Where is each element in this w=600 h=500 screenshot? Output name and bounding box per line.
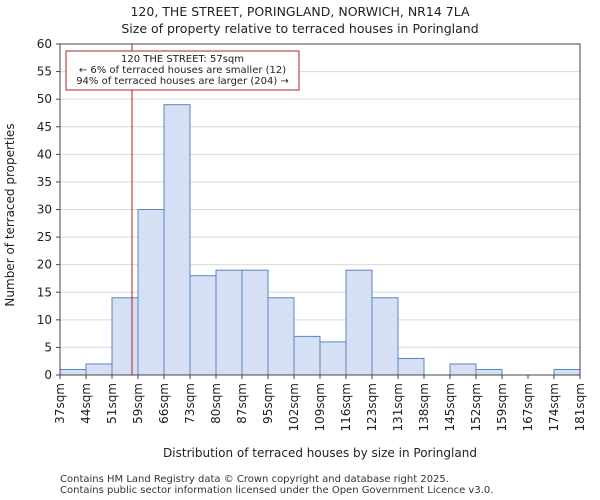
y-tick-label: 30 bbox=[37, 203, 52, 217]
histogram-bar bbox=[397, 357, 425, 376]
x-tick-label: 123sqm bbox=[365, 383, 379, 431]
y-tick-label: 5 bbox=[44, 340, 52, 354]
x-tick-label: 109sqm bbox=[313, 383, 327, 431]
x-axis-label: Distribution of terraced houses by size … bbox=[163, 446, 477, 460]
y-axis-label: Number of terraced properties bbox=[3, 123, 17, 306]
footer-line-2: Contains public sector information licen… bbox=[60, 485, 494, 496]
title-line-2: Size of property relative to terraced ho… bbox=[121, 21, 479, 36]
x-tick-label: 167sqm bbox=[521, 383, 535, 431]
histogram-bar bbox=[553, 368, 581, 376]
x-tick-label: 66sqm bbox=[157, 383, 171, 424]
x-tick-label: 174sqm bbox=[547, 383, 561, 431]
x-tick-label: 159sqm bbox=[495, 383, 509, 431]
marker-layer: 120 THE STREET: 57sqm← 6% of terraced ho… bbox=[65, 44, 300, 375]
y-tick-label: 35 bbox=[37, 175, 52, 189]
histogram-bar bbox=[371, 297, 399, 376]
histogram-bar bbox=[137, 209, 165, 376]
x-tick-label: 51sqm bbox=[105, 383, 119, 424]
x-tick-label: 59sqm bbox=[131, 383, 145, 424]
x-tick-label: 87sqm bbox=[235, 383, 249, 424]
annotation-line: ← 6% of terraced houses are smaller (12) bbox=[79, 65, 286, 76]
x-tick-label: 181sqm bbox=[573, 383, 587, 431]
x-tick-label: 44sqm bbox=[79, 383, 93, 424]
footer: Contains HM Land Registry data © Crown c… bbox=[60, 474, 493, 496]
annotation-line: 94% of terraced houses are larger (204) … bbox=[76, 76, 289, 87]
bars-layer bbox=[59, 43, 581, 376]
x-tick-label: 145sqm bbox=[443, 383, 457, 431]
histogram-bar bbox=[267, 297, 295, 376]
x-tick-label: 152sqm bbox=[469, 383, 483, 431]
y-tick-label: 20 bbox=[37, 258, 52, 272]
histogram-bar bbox=[345, 269, 373, 376]
y-tick-label: 10 bbox=[37, 313, 52, 327]
title-line-1: 120, THE STREET, PORINGLAND, NORWICH, NR… bbox=[130, 4, 470, 19]
x-tick-label: 131sqm bbox=[391, 383, 405, 431]
chart-title: 120, THE STREET, PORINGLAND, NORWICH, NR… bbox=[0, 3, 600, 37]
histogram-bar bbox=[163, 104, 191, 376]
y-tick-label: 55 bbox=[37, 65, 52, 79]
footer-line-1: Contains HM Land Registry data © Crown c… bbox=[60, 474, 449, 485]
y-tick-label: 60 bbox=[37, 37, 52, 51]
axes-layer: 0 5 10 15 20 25 30 35 40 45 50 55 60 37sqm 44sqm 51sqm 5… bbox=[37, 37, 587, 431]
histogram-bar bbox=[475, 368, 503, 376]
histogram-bar bbox=[293, 335, 321, 376]
x-tick-label: 80sqm bbox=[209, 383, 223, 424]
histogram-bar bbox=[189, 275, 217, 376]
x-tick-label: 73sqm bbox=[183, 383, 197, 424]
histogram-bar bbox=[215, 269, 243, 376]
y-tick-label: 0 bbox=[44, 368, 52, 382]
histogram-bar bbox=[85, 363, 113, 376]
y-tick-label: 40 bbox=[37, 147, 52, 161]
histogram-bar bbox=[59, 368, 87, 376]
x-tick-label: 102sqm bbox=[287, 383, 301, 431]
y-tick-label: 25 bbox=[37, 230, 52, 244]
annotation-line: 120 THE STREET: 57sqm bbox=[121, 54, 244, 65]
x-tick-label: 116sqm bbox=[339, 383, 353, 431]
y-tick-label: 15 bbox=[37, 285, 52, 299]
x-tick-label: 138sqm bbox=[417, 383, 431, 431]
x-tick-label: 37sqm bbox=[53, 383, 67, 424]
x-tick-label: 95sqm bbox=[261, 383, 275, 424]
histogram-bar bbox=[111, 297, 139, 376]
y-tick-label: 45 bbox=[37, 120, 52, 134]
histogram-bar bbox=[319, 341, 347, 376]
histogram-bar bbox=[241, 269, 269, 376]
histogram-bar bbox=[449, 363, 477, 376]
y-tick-label: 50 bbox=[37, 92, 52, 106]
annotation-box bbox=[65, 50, 300, 91]
